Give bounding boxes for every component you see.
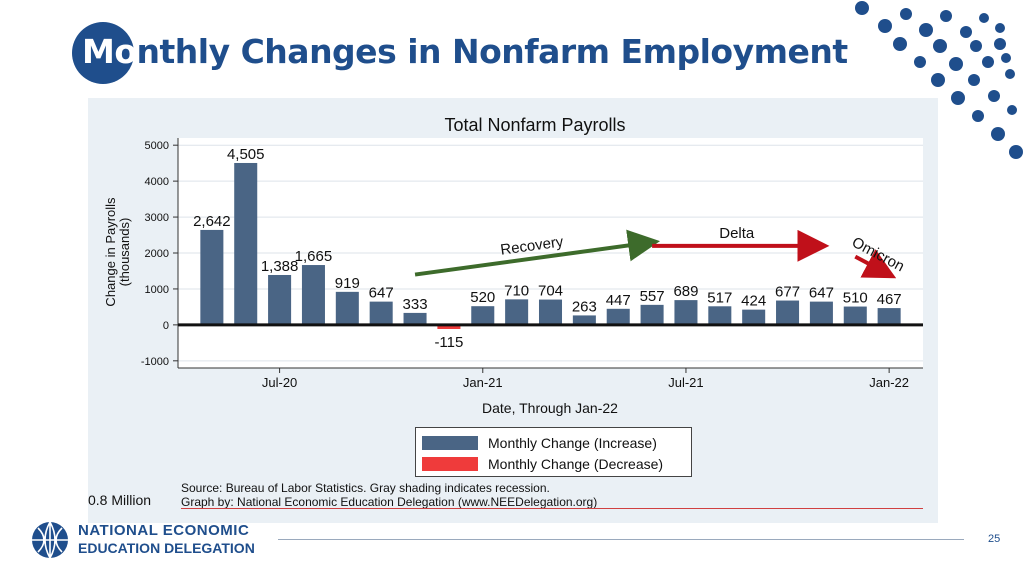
y-tick-label: 4000 xyxy=(145,176,169,188)
chart-legend: Monthly Change (Increase) Monthly Change… xyxy=(415,427,692,477)
chart-panel: 2,642 4,505 1,388 1,665 919 647 333 -115 520 710 7… xyxy=(88,98,938,523)
legend-label-decrease: Monthly Change (Decrease) xyxy=(488,456,664,472)
logo-line-1: NATIONAL ECONOMIC xyxy=(78,522,250,539)
bar xyxy=(234,162,258,325)
bar xyxy=(437,324,461,330)
bar-value-label: 447 xyxy=(606,292,631,309)
legend-item-increase: Monthly Change (Increase) xyxy=(422,434,657,452)
dot-pattern-icon xyxy=(855,1,1023,159)
bar-value-label: 647 xyxy=(369,285,394,302)
y-tick-label: 3000 xyxy=(145,212,169,224)
x-tick-label: Jan-21 xyxy=(463,375,503,390)
annotation-arrow-omicron xyxy=(854,249,897,279)
bar-value-label: 424 xyxy=(741,293,766,310)
bar-value-label: 919 xyxy=(335,275,360,292)
annotation-arrow-recovery xyxy=(414,229,661,277)
bar-value-label: 647 xyxy=(809,285,834,302)
bar xyxy=(505,299,529,325)
globe-icon xyxy=(32,521,68,559)
chart-title: Total Nonfarm Payrolls xyxy=(444,115,625,135)
bar xyxy=(538,299,563,325)
y-tick-label: 1000 xyxy=(145,284,169,296)
bar xyxy=(674,300,698,325)
logo-line-2: EDUCATION DELEGATION xyxy=(78,540,255,556)
title-rest: nthly Changes in Nonfarm Employment xyxy=(136,32,849,71)
x-tick-label: Jan-22 xyxy=(869,375,909,390)
bar xyxy=(640,304,664,325)
bar xyxy=(742,309,766,325)
title-lead: Mo xyxy=(82,32,137,71)
annotation-label-delta: Delta xyxy=(719,225,755,242)
y-axis-label-line1: Change in Payrolls xyxy=(103,197,118,307)
grid-layer xyxy=(178,138,923,368)
y-tick-label: 0 xyxy=(163,320,169,332)
source-line-1: Source: Bureau of Labor Statistics. Gray… xyxy=(181,481,550,495)
tick-layer: -1000 0 1000 2000 3000 4000 5000 Jul-20 Jan-21 Ju… xyxy=(141,138,923,390)
bar-value-label: 2,642 xyxy=(193,213,231,230)
bar xyxy=(708,306,732,325)
y-tick-label: 5000 xyxy=(145,140,169,152)
bar-value-label: -115 xyxy=(434,334,463,351)
bar xyxy=(403,312,427,325)
x-tick-label: Jul-21 xyxy=(668,375,703,390)
bar-value-label: 510 xyxy=(843,290,868,307)
bar-value-label: 333 xyxy=(403,296,428,313)
legend-item-decrease: Monthly Change (Decrease) xyxy=(422,455,663,473)
bar xyxy=(776,300,800,325)
bar xyxy=(335,291,359,325)
bar xyxy=(572,315,596,325)
chart-source: Source: Bureau of Labor Statistics. Gray… xyxy=(181,481,597,509)
bar xyxy=(809,301,833,325)
y-axis-label-line2: (thousands) xyxy=(117,218,132,287)
bar-value-label: 1,388 xyxy=(261,258,299,275)
y-tick-label: 2000 xyxy=(145,248,169,260)
bar-value-label: 557 xyxy=(640,288,665,305)
bar-value-label: 689 xyxy=(673,283,698,300)
need-logo: NATIONAL ECONOMIC EDUCATION DELEGATION xyxy=(30,518,270,562)
bar xyxy=(301,265,325,325)
bar-value-label: 704 xyxy=(538,283,563,300)
bar-value-label: 677 xyxy=(775,284,800,301)
bar xyxy=(200,229,224,325)
slide-title-text: Monthly Changes in Nonfarm Employment xyxy=(82,32,848,71)
bar xyxy=(471,306,495,325)
legend-swatch-decrease xyxy=(422,457,478,471)
bar xyxy=(877,308,901,325)
bar xyxy=(606,308,630,325)
legend-swatch-increase xyxy=(422,436,478,450)
footer-divider xyxy=(278,539,964,540)
page-number: 25 xyxy=(988,533,1001,545)
x-tick-label: Jul-20 xyxy=(262,375,297,390)
source-divider xyxy=(181,508,923,509)
x-axis-label: Date, Through Jan-22 xyxy=(482,400,618,416)
title-accent-circle xyxy=(72,22,134,84)
bar-value-label: 4,505 xyxy=(227,146,265,163)
bar xyxy=(843,306,867,325)
y-tick-label: -1000 xyxy=(141,356,169,368)
bar-value-label: 517 xyxy=(707,289,732,306)
legend-label-increase: Monthly Change (Increase) xyxy=(488,435,657,451)
bar-value-label: 467 xyxy=(877,291,902,308)
side-note: 0.8 Million xyxy=(88,492,152,508)
bar-value-label: 1,665 xyxy=(295,248,333,265)
bar-value-label: 710 xyxy=(504,282,529,299)
bar-value-label: 520 xyxy=(470,289,495,306)
bar xyxy=(369,301,393,325)
bar xyxy=(268,274,292,325)
source-line-2: Graph by: National Economic Education De… xyxy=(181,495,598,509)
bar-value-label: 263 xyxy=(572,298,597,315)
